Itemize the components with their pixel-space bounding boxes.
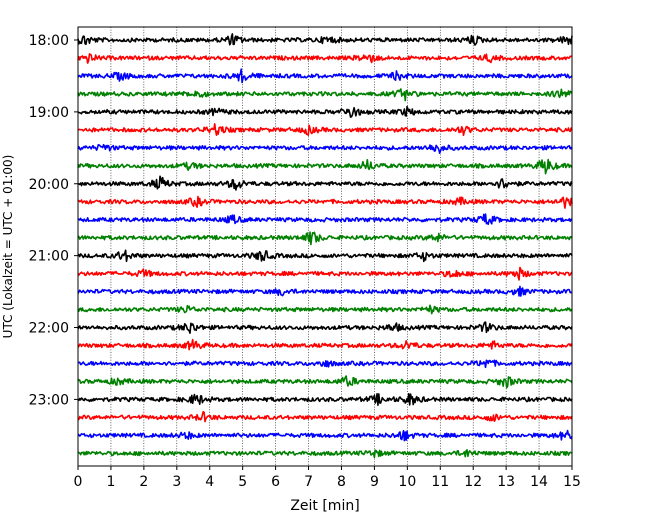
trace-2345 [77,449,573,459]
trace-2000 [77,175,573,191]
trace-1830 [77,68,573,84]
x-tick-label: 12 [464,474,482,490]
trace-1900 [77,105,573,118]
trace-2315 [77,410,573,423]
y-axis-ticks: 18:00 19:00 20:00 21:00 22:00 23:00 [29,33,78,408]
vertical-gridlines [110,27,540,466]
x-tick-label: 2 [139,474,148,490]
trace-2215 [77,338,573,351]
x-axis-ticks: 0 1 2 3 4 5 6 7 8 9 10 11 12 13 14 15 [74,466,581,490]
trace-2030 [77,213,573,226]
trace-2100 [77,249,573,263]
x-tick-label: 5 [238,474,247,490]
trace-2300 [77,392,573,406]
x-tick-label: 9 [370,474,379,490]
x-tick-label: 11 [431,474,449,490]
x-tick-label: 0 [74,474,83,490]
x-tick-label: 3 [172,474,181,490]
trace-1800 [77,33,573,46]
x-tick-label: 10 [398,474,416,490]
trace-2230 [77,359,573,369]
y-tick-label: 23:00 [29,392,69,408]
plot-frame [77,26,573,467]
trace-1915 [77,123,573,137]
trace-1930 [77,143,573,154]
trace-1815 [77,53,573,64]
trace-2015 [77,195,573,209]
trace-1945 [77,158,573,175]
x-tick-label: 8 [337,474,346,490]
trace-2330 [77,429,573,442]
x-tick-label: 7 [304,474,313,490]
y-tick-label: 22:00 [29,321,69,337]
x-tick-label: 15 [563,474,581,490]
x-tick-label: 1 [106,474,115,490]
trace-2145 [77,304,573,315]
x-tick-label: 6 [271,474,280,490]
x-tick-label: 13 [497,474,515,490]
y-axis-title: UTC (Lokalzeit = UTC + 01:00) [1,155,15,339]
trace-2045 [77,231,573,246]
seismic-traces [77,33,573,459]
trace-2245 [77,375,573,389]
y-tick-label: 21:00 [29,249,69,265]
x-tick-label: 4 [205,474,214,490]
y-tick-label: 18:00 [29,33,69,49]
trace-1845 [77,88,573,102]
x-axis-title: Zeit [min] [290,498,359,514]
trace-2115 [77,266,573,281]
y-tick-label: 19:00 [29,105,69,121]
x-tick-label: 14 [530,474,548,490]
trace-2130 [77,285,573,297]
y-tick-label: 20:00 [29,177,69,193]
trace-2200 [77,321,573,334]
